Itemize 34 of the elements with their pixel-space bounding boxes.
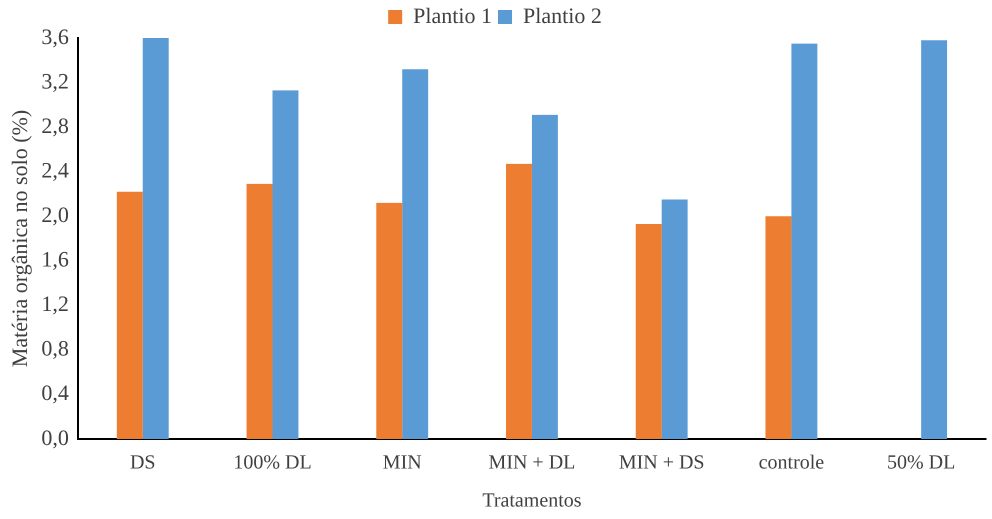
y-tick-label: 1,6: [41, 246, 69, 272]
bar: [402, 69, 428, 439]
bar: [116, 192, 143, 439]
y-tick-label: 0,0: [41, 424, 69, 450]
x-tick-label: 100% DL: [233, 451, 312, 474]
y-tick-label: 2,4: [41, 157, 69, 182]
y-tick-label: 1,2: [41, 291, 69, 316]
bar: [246, 184, 272, 439]
bar: [921, 40, 948, 439]
bar: [636, 224, 662, 439]
bar: [662, 200, 688, 439]
bar: [376, 202, 402, 439]
x-tick-label: MIN: [382, 451, 422, 474]
legend-label: Plantio 1: [413, 2, 492, 28]
legend-label: Plantio 2: [523, 2, 602, 28]
y-tick-label: 2,8: [41, 112, 69, 138]
x-tick-label: controle: [758, 451, 824, 474]
x-tick-label: DS: [130, 451, 156, 474]
x-tick-label: MIN + DL: [488, 451, 576, 474]
bar: [506, 164, 532, 439]
y-tick-label: 3,6: [41, 24, 69, 49]
y-tick-label: 0,8: [41, 336, 69, 361]
bar: [765, 216, 792, 439]
bar: [142, 38, 169, 439]
y-tick-label: 0,4: [41, 380, 69, 406]
y-axis-title: Matéria orgânica no solo (%): [6, 110, 32, 368]
y-tick-label: 2,0: [41, 202, 69, 228]
bar: [532, 114, 558, 439]
x-axis-title: Tratamentos: [482, 489, 582, 512]
y-tick-label: 3,2: [41, 68, 69, 94]
bar: [272, 90, 298, 439]
x-tick-label: MIN + DS: [618, 451, 705, 474]
x-tick-label: 50% DL: [886, 451, 956, 474]
bar: [791, 44, 818, 439]
